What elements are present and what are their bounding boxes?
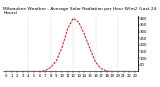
Text: Milwaukee Weather - Average Solar Radiation per Hour W/m2 (Last 24 Hours): Milwaukee Weather - Average Solar Radiat…	[3, 7, 157, 15]
